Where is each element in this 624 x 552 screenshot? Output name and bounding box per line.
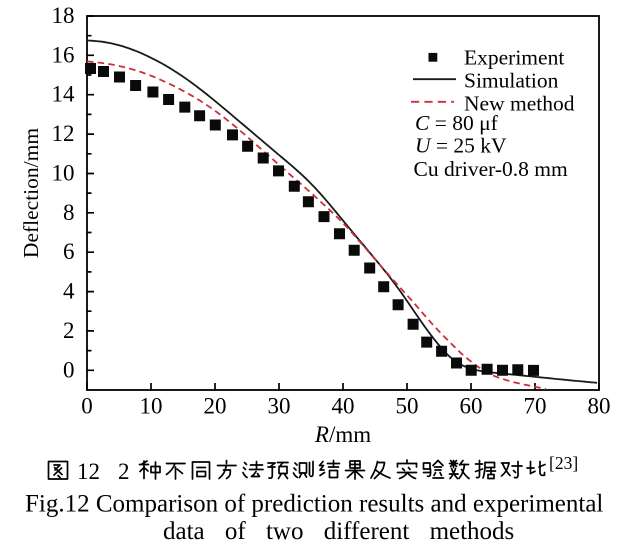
svg-text:30: 30 bbox=[268, 394, 291, 419]
svg-text:14: 14 bbox=[52, 82, 76, 107]
svg-text:40: 40 bbox=[332, 394, 355, 419]
svg-text:Deflection/mm: Deflection/mm bbox=[19, 128, 43, 258]
svg-text:0: 0 bbox=[63, 357, 75, 382]
svg-text:Simulation: Simulation bbox=[464, 69, 559, 93]
svg-text:Fig.12 Comparison of predictio: Fig.12 Comparison of prediction results … bbox=[25, 491, 603, 518]
svg-text:Cu driver-0.8 mm: Cu driver-0.8 mm bbox=[414, 157, 569, 181]
svg-text:16: 16 bbox=[52, 42, 75, 67]
svg-text:New method: New method bbox=[464, 92, 575, 116]
svg-text:10: 10 bbox=[140, 394, 163, 419]
svg-text:20: 20 bbox=[204, 394, 227, 419]
svg-text:50: 50 bbox=[396, 394, 419, 419]
svg-text:6: 6 bbox=[63, 239, 75, 264]
svg-text:12: 12 bbox=[77, 459, 100, 484]
svg-text:2: 2 bbox=[118, 459, 130, 484]
svg-text:80: 80 bbox=[588, 394, 611, 419]
svg-text:0: 0 bbox=[81, 394, 93, 419]
svg-text:10: 10 bbox=[52, 161, 75, 186]
svg-text:18: 18 bbox=[52, 3, 75, 28]
svg-text:2: 2 bbox=[63, 318, 75, 343]
svg-text:data of two different methods: data of two different methods bbox=[163, 518, 514, 545]
svg-text:12: 12 bbox=[52, 121, 75, 146]
svg-text:U = 25 kV: U = 25 kV bbox=[415, 133, 507, 157]
svg-text:C = 80 μf: C = 80 μf bbox=[415, 111, 499, 135]
svg-text:8: 8 bbox=[63, 200, 75, 225]
svg-text:60: 60 bbox=[460, 394, 483, 419]
svg-text:4: 4 bbox=[63, 279, 75, 304]
svg-text:[23]: [23] bbox=[549, 453, 578, 473]
svg-text:70: 70 bbox=[524, 394, 547, 419]
svg-text:Experiment: Experiment bbox=[464, 45, 564, 69]
svg-text:R/mm: R/mm bbox=[314, 422, 371, 447]
